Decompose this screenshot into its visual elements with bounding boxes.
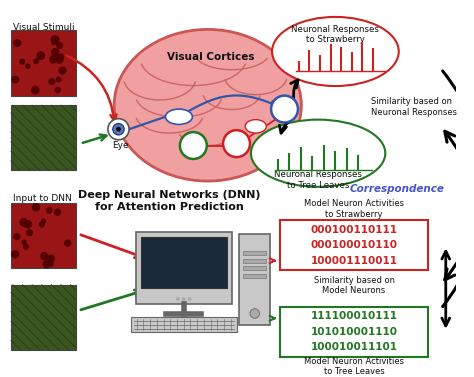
Circle shape [42,219,46,223]
Bar [11,285,76,350]
FancyArrowPatch shape [443,131,474,307]
Text: 100010011101: 100010011101 [310,342,398,352]
Bar [11,105,76,170]
Text: Deep Neural Networks (DNN)
for Attention Prediction: Deep Neural Networks (DNN) for Attention… [78,190,261,212]
FancyArrowPatch shape [443,71,474,280]
Circle shape [59,67,66,74]
Circle shape [24,221,31,228]
Ellipse shape [114,29,301,181]
Text: Neuronal Responses
to Strawberry: Neuronal Responses to Strawberry [292,25,379,44]
Circle shape [113,124,124,135]
Circle shape [26,64,30,68]
Ellipse shape [272,17,399,86]
Bar [280,221,428,270]
Text: V4: V4 [229,139,244,149]
Circle shape [56,77,61,82]
Bar [243,267,266,270]
Circle shape [33,204,40,211]
Ellipse shape [165,109,192,124]
Text: Similarity based on
Model Neurons: Similarity based on Model Neurons [314,276,395,295]
Circle shape [12,76,18,83]
Text: 100001110011: 100001110011 [310,256,398,266]
Bar [280,307,428,357]
Circle shape [47,255,54,262]
Text: V1: V1 [277,104,292,114]
Bar [11,203,76,268]
Circle shape [116,127,121,132]
Circle shape [49,79,55,84]
Circle shape [34,59,38,64]
Circle shape [271,96,298,123]
Circle shape [14,234,20,239]
Bar [141,237,227,288]
Circle shape [56,56,63,63]
FancyArrowPatch shape [442,251,450,326]
Circle shape [176,297,180,301]
Ellipse shape [251,120,385,187]
Text: 000100110111: 000100110111 [310,225,398,235]
Circle shape [37,52,45,59]
Text: 111100010111: 111100010111 [310,311,398,321]
Text: 000100010110: 000100010110 [310,241,398,250]
Circle shape [55,209,61,215]
Bar [243,274,266,278]
Circle shape [65,240,71,246]
Bar [136,232,232,304]
Circle shape [51,36,59,43]
Circle shape [250,309,260,318]
Bar [239,234,270,325]
Bar [11,31,76,96]
Text: Visual Cortices: Visual Cortices [167,52,255,62]
Circle shape [41,254,46,260]
Text: v2: v2 [252,123,260,129]
Circle shape [55,87,60,92]
Circle shape [24,245,28,249]
Circle shape [50,56,57,63]
Ellipse shape [245,120,266,133]
Circle shape [43,261,50,268]
Circle shape [20,219,27,226]
Circle shape [32,86,39,94]
Text: Input to DNN: Input to DNN [13,193,72,202]
Text: IT: IT [188,141,199,150]
Text: Eye: Eye [112,141,129,150]
Circle shape [39,222,44,227]
Text: Correspondence: Correspondence [350,184,445,194]
Circle shape [46,208,52,213]
Text: LGN: LGN [170,112,188,121]
Text: 101010001110: 101010001110 [310,327,398,337]
Circle shape [188,297,191,301]
Text: Model Neuron Activities
to Tree Leaves: Model Neuron Activities to Tree Leaves [304,357,404,376]
Text: Visual Stimuli: Visual Stimuli [13,23,74,32]
Circle shape [14,40,20,46]
Circle shape [108,119,129,140]
Circle shape [48,262,53,266]
Circle shape [12,251,18,258]
Circle shape [20,59,25,64]
Circle shape [180,132,207,159]
Circle shape [41,253,47,259]
Text: Neuronal Responses
to Tree Leaves: Neuronal Responses to Tree Leaves [274,170,362,190]
Circle shape [59,54,64,59]
Bar [243,259,266,263]
Text: Similarity based on
Neuronal Responses: Similarity based on Neuronal Responses [371,97,457,117]
Circle shape [52,49,59,56]
Text: Model Neuron Activities
to Strawberry: Model Neuron Activities to Strawberry [304,199,404,219]
Bar [131,317,237,332]
Bar [243,251,266,255]
Circle shape [27,230,32,236]
Circle shape [22,240,26,244]
Circle shape [52,40,56,44]
Circle shape [223,130,250,157]
Circle shape [182,297,186,301]
Circle shape [57,43,63,48]
